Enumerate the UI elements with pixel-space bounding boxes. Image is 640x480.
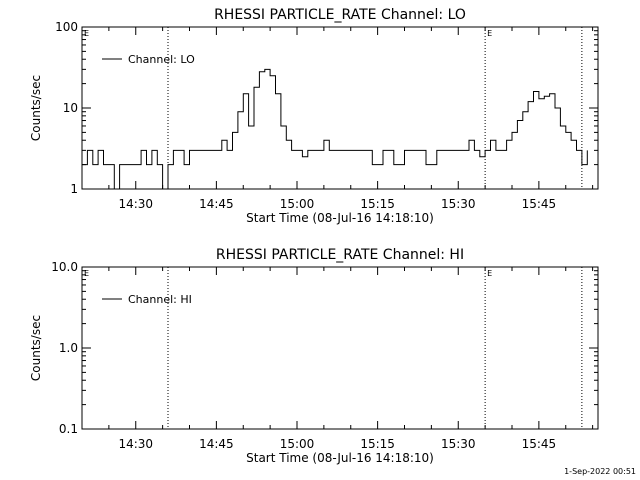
x-tick-label: 15:45: [522, 197, 557, 211]
lo-channel-panel: RHESSI PARTICLE_RATE Channel: LO 14:30 14:…: [29, 7, 599, 225]
y-tick-label: 1.0: [59, 341, 78, 355]
start-flag: E: [84, 269, 89, 278]
event-flag: E: [487, 269, 492, 278]
x-tick-label: 15:30: [441, 197, 476, 211]
y-tick-label: 10: [63, 101, 78, 115]
chart-title: RHESSI PARTICLE_RATE Channel: LO: [214, 7, 466, 23]
x-tick-label: 15:45: [522, 437, 557, 451]
y-tick-label: 1: [70, 182, 78, 196]
y-axis-label: Counts/sec: [29, 315, 43, 381]
plot-frame: [81, 266, 599, 430]
x-tick-label: 15:00: [280, 197, 315, 211]
y-axis-label: Counts/sec: [29, 75, 43, 141]
x-tick-label: 15:15: [360, 197, 395, 211]
x-tick-label: 14:30: [118, 197, 153, 211]
x-tick-label: 15:15: [360, 437, 395, 451]
legend-label: Channel: LO: [128, 53, 195, 66]
y-tick-label: 0.1: [59, 422, 78, 436]
y-tick-label: 10.0: [51, 260, 78, 274]
x-axis-label: Start Time (08-Jul-16 14:18:10): [246, 451, 434, 465]
x-tick-label: 15:30: [441, 437, 476, 451]
x-tick-label: 15:00: [280, 437, 315, 451]
series-line: [82, 68, 588, 190]
footer-timestamp: 1-Sep-2022 00:51: [564, 467, 636, 476]
chart-title: RHESSI PARTICLE_RATE Channel: HI: [216, 247, 464, 263]
x-tick-label: 14:30: [118, 437, 153, 451]
hi-channel-panel: RHESSI PARTICLE_RATE Channel: HI 14:30 14:…: [29, 247, 599, 465]
x-tick-label: 14:45: [199, 197, 234, 211]
start-flag: E: [84, 29, 89, 38]
x-axis-label: Start Time (08-Jul-16 14:18:10): [246, 211, 434, 225]
legend-label: Channel: HI: [128, 293, 192, 306]
y-tick-label: 100: [55, 20, 78, 34]
x-tick-label: 14:45: [199, 437, 234, 451]
event-flag: E: [487, 29, 492, 38]
